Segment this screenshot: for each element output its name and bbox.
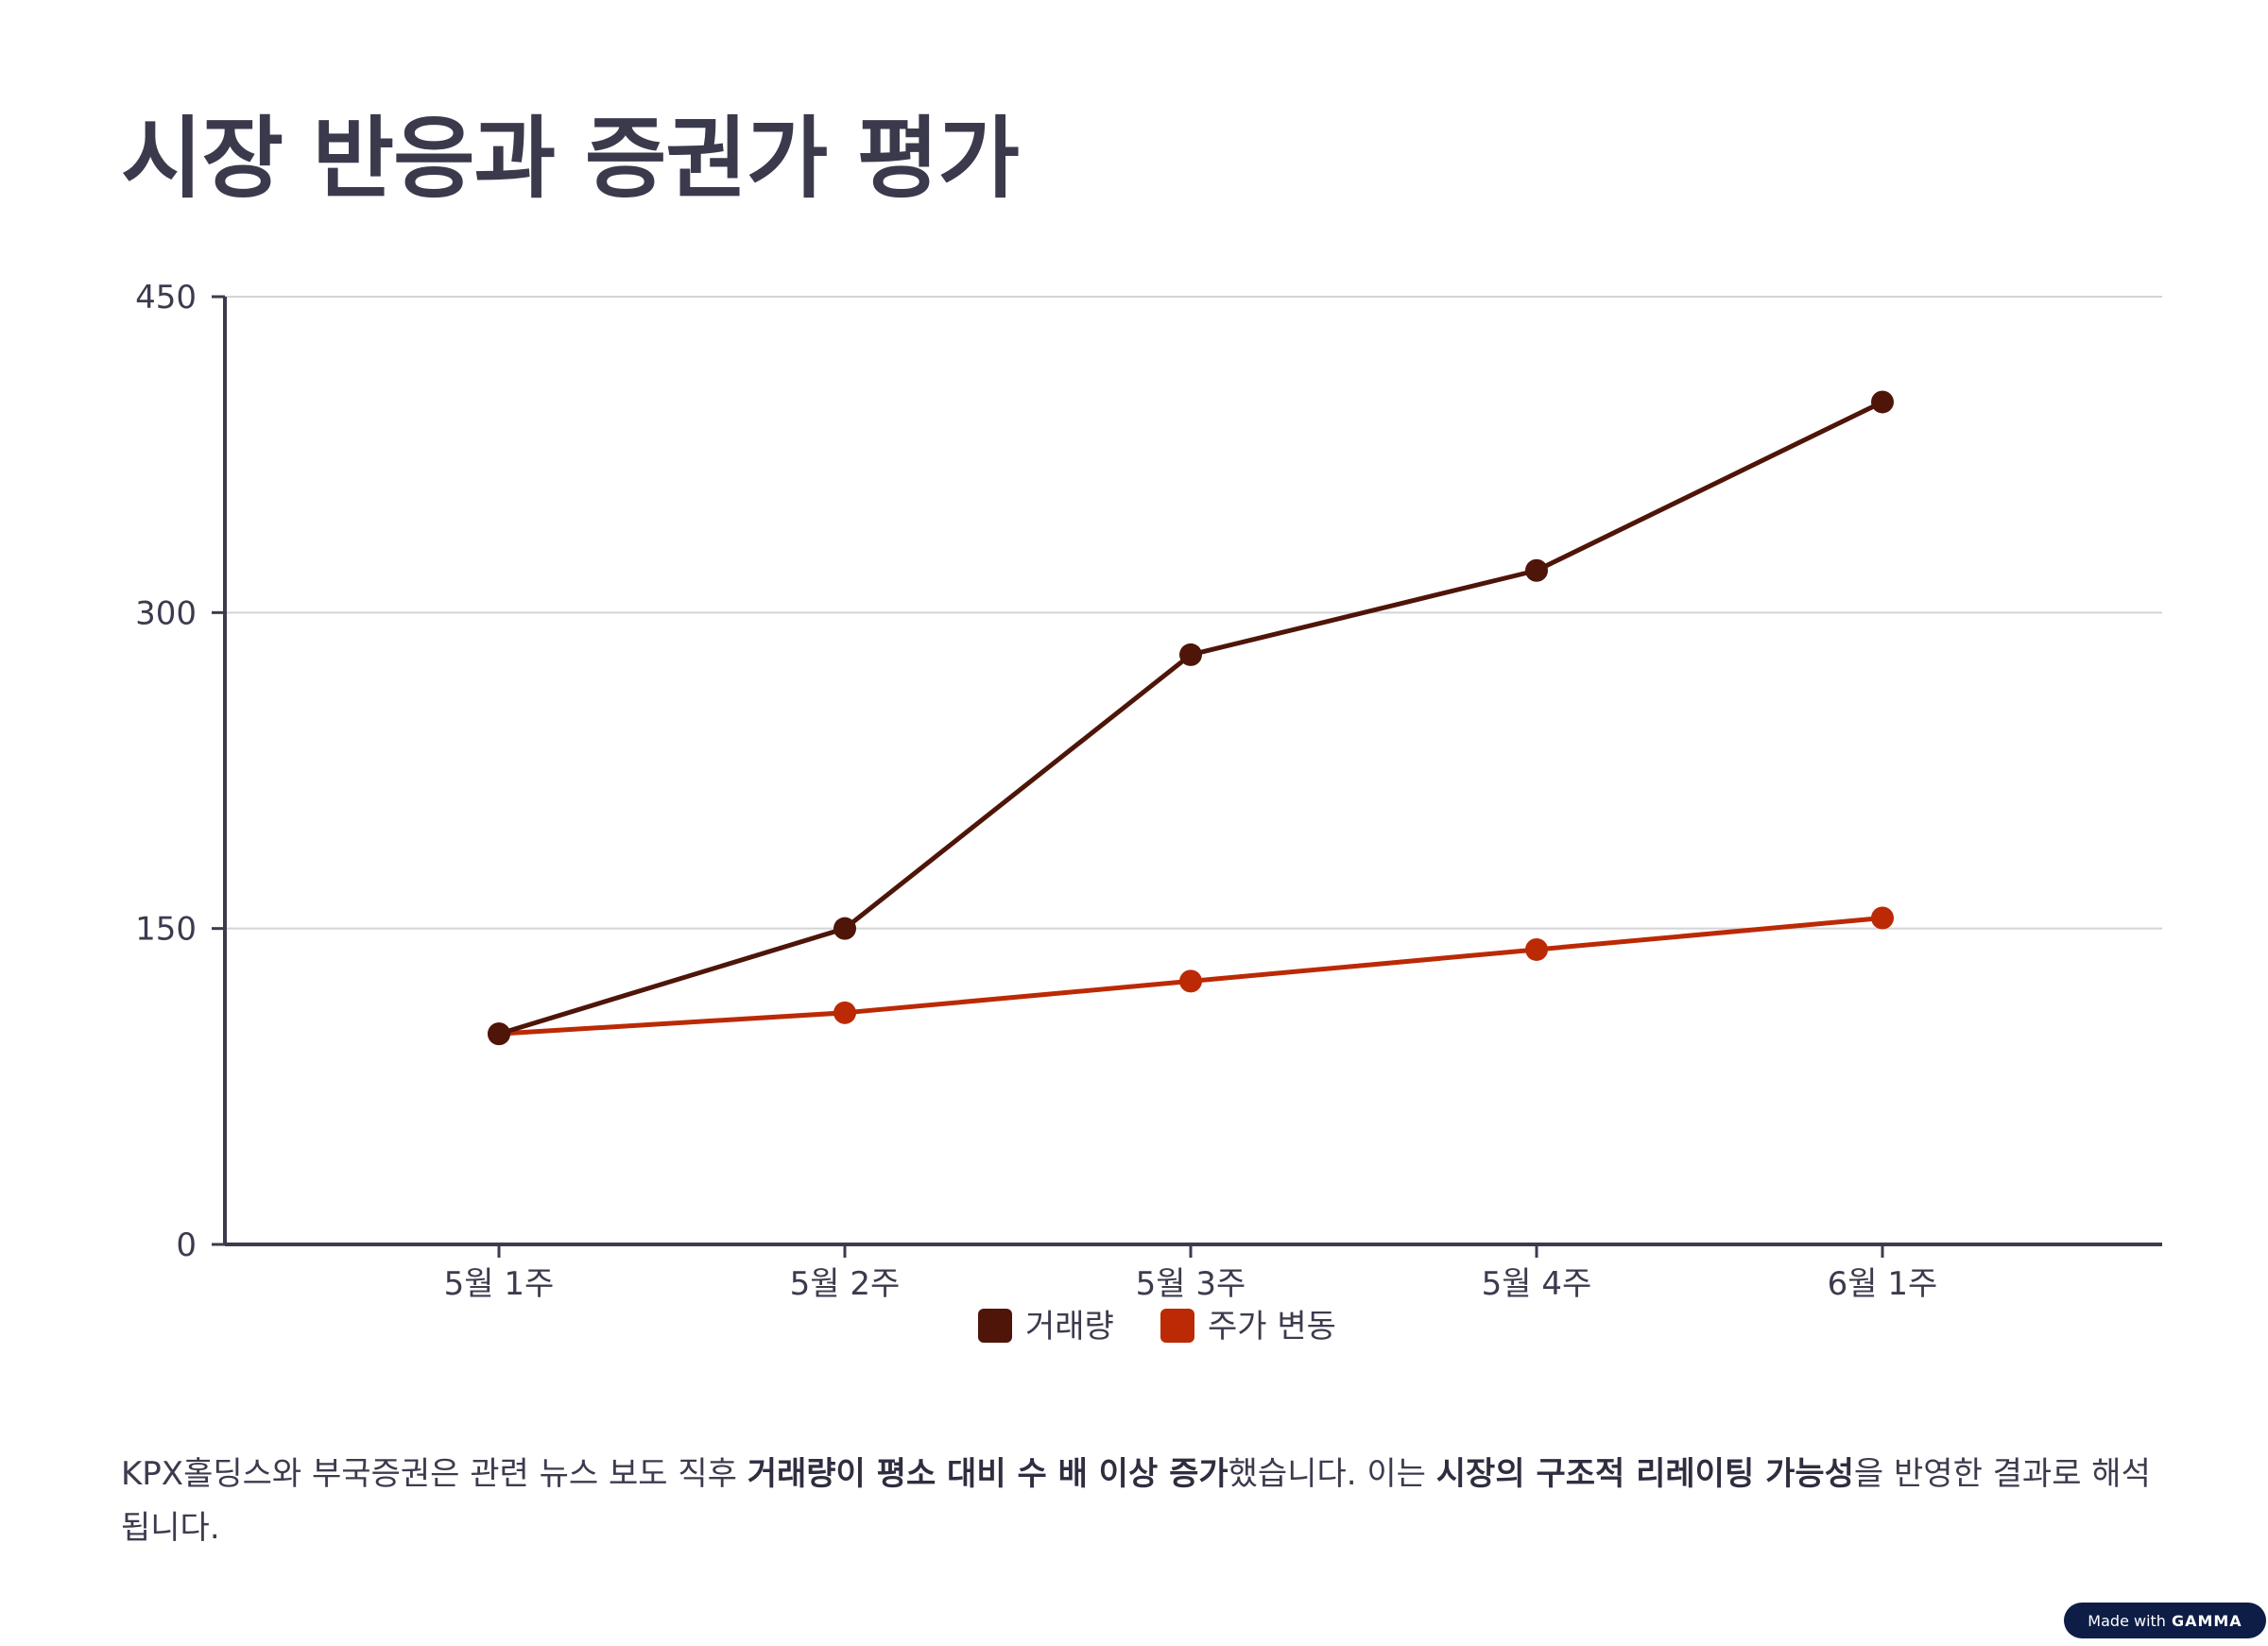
data-point-0-3 [1525, 558, 1548, 582]
data-point-1-3 [1525, 937, 1548, 961]
summary-text-2: 했습니다. 이는 [1228, 1455, 1436, 1493]
gamma-logo: GAMMA [2171, 1611, 2242, 1630]
x-tick-label-2: 5월 3주 [1136, 1265, 1246, 1303]
data-point-1-2 [1179, 969, 1202, 993]
line-chart: 0 150 300 450 5월 1주 5월 2주 5월 3주 5월 4주 6월 1주 거래량… [135, 279, 2162, 1346]
summary-highlight-rerating: 시장의 구조적 리레이팅 가능성 [1435, 1455, 1854, 1493]
data-point-1-4 [1871, 906, 1894, 930]
page-title: 시장 반응과 증권가 평가 [121, 108, 1020, 211]
x-tick-label-4: 6월 1주 [1828, 1265, 1938, 1303]
legend[interactable]: 거래량 주가 변동 [978, 1308, 1336, 1346]
y-tick-label-0: 0 [176, 1226, 197, 1264]
grid-lines [225, 296, 2162, 930]
y-axis-tick-labels: 0 150 300 450 [135, 279, 197, 1264]
x-tick-label-3: 5월 4주 [1482, 1265, 1592, 1303]
y-tick-label-450: 450 [135, 279, 197, 317]
data-point-1-1 [833, 1001, 856, 1024]
data-point-0-0 [488, 1022, 510, 1046]
x-tick-label-0: 5월 1주 [444, 1265, 555, 1303]
series-group [488, 390, 1894, 1046]
data-point-0-4 [1871, 390, 1894, 414]
summary-paragraph: KPX홀딩스와 부국증권은 관련 뉴스 보도 직후 거래량이 평소 대비 수 배… [121, 1448, 2162, 1555]
legend-swatch-0 [978, 1309, 1012, 1343]
y-tick-label-150: 150 [135, 911, 197, 949]
made-with-gamma-badge[interactable]: Made with GAMMA [2064, 1603, 2266, 1638]
legend-swatch-1 [1160, 1309, 1194, 1343]
data-point-0-1 [833, 917, 856, 940]
data-point-0-2 [1179, 643, 1202, 666]
summary-text-3: 을 반영한 결과로 해석됩니다. [121, 1455, 2151, 1547]
y-tick-label-300: 300 [135, 594, 197, 632]
axes [212, 295, 2162, 1258]
x-tick-label-1: 5월 2주 [790, 1265, 901, 1303]
badge-prefix: Made with [2088, 1611, 2166, 1630]
legend-label-1: 주가 변동 [1208, 1308, 1336, 1346]
legend-label-0: 거래량 [1025, 1308, 1114, 1346]
summary-text-1: KPX홀딩스와 부국증권은 관련 뉴스 보도 직후 [121, 1455, 747, 1493]
x-axis-tick-labels: 5월 1주 5월 2주 5월 3주 5월 4주 6월 1주 [444, 1265, 1938, 1303]
summary-highlight-volume: 거래량이 평소 대비 수 배 이상 증가 [747, 1455, 1228, 1493]
